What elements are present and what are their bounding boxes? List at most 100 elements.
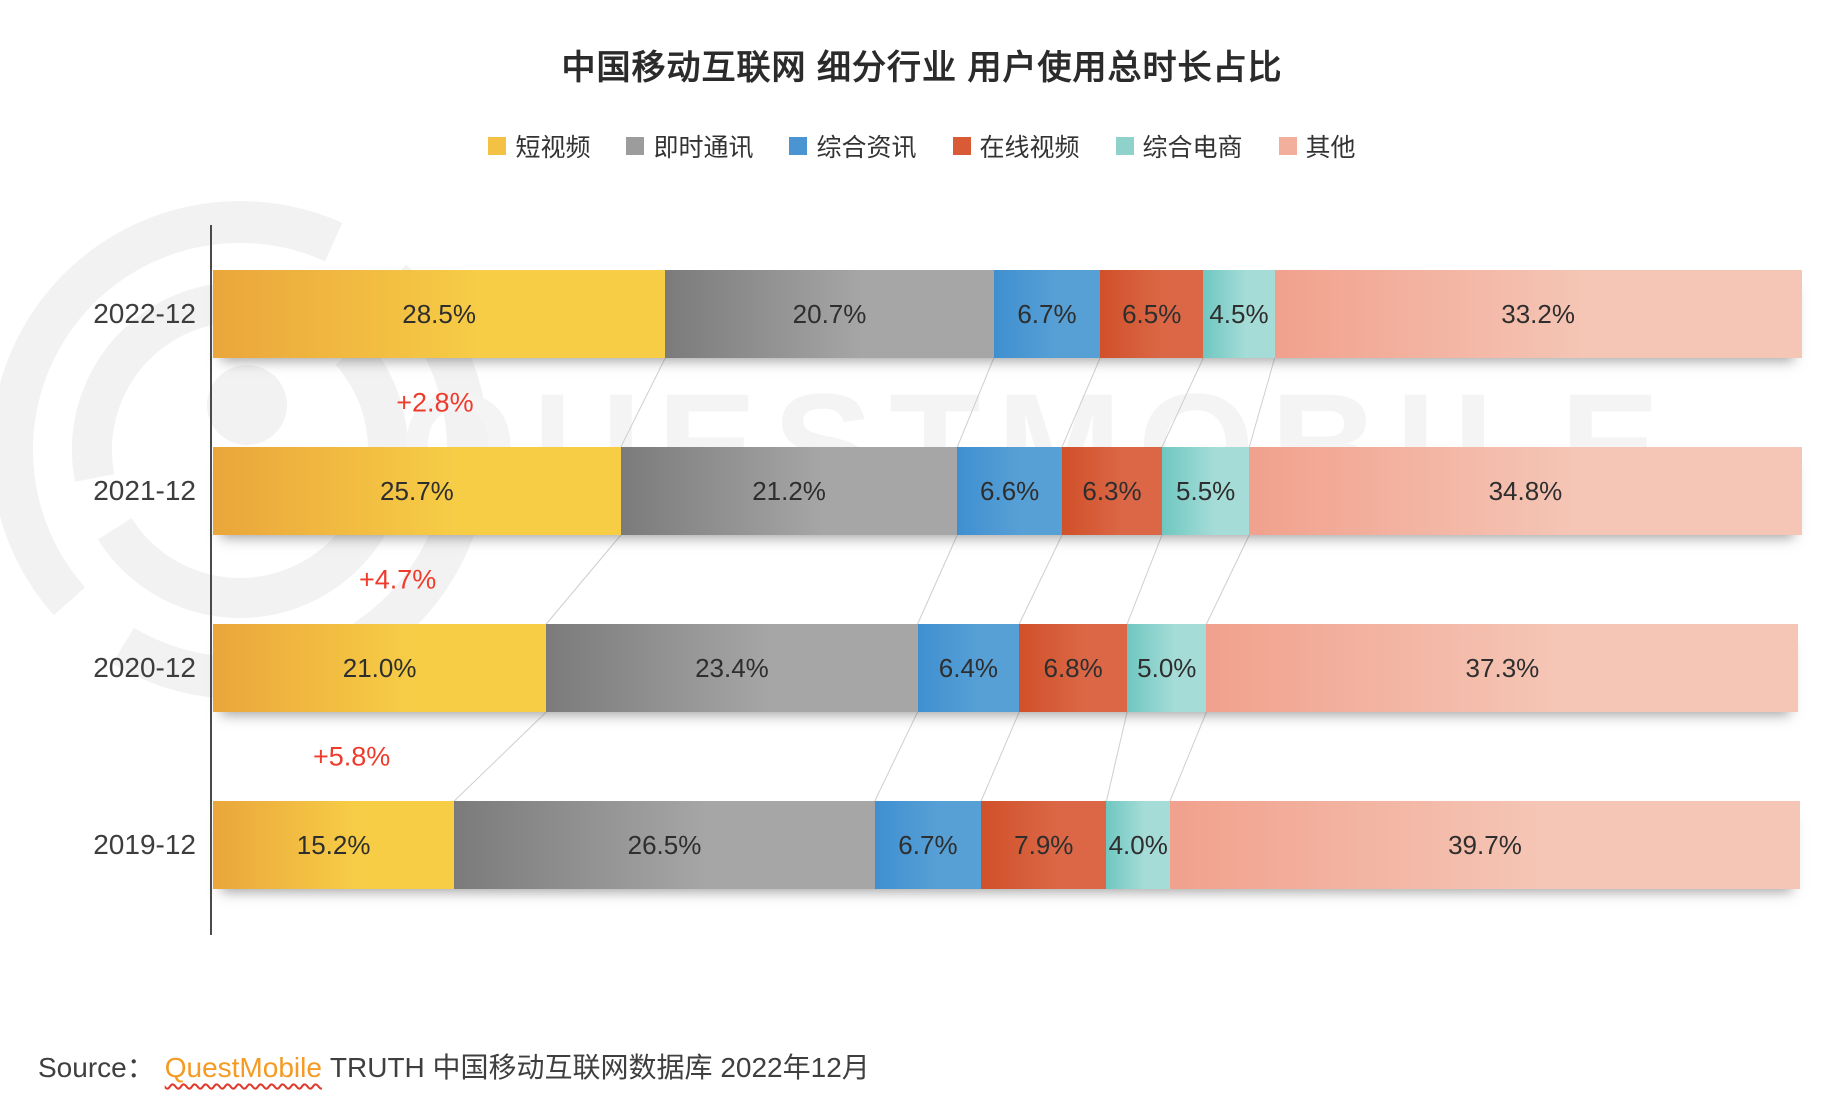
connector-line: [1169, 711, 1207, 802]
connector-line: [620, 357, 666, 448]
delta-annotation: +4.7%: [358, 564, 437, 594]
bar-row: 28.5% 20.7% 6.7% 6.5% 4.5% 33.2%: [213, 270, 1802, 358]
delta-annotation: +5.8%: [312, 741, 391, 771]
legend: 短视频 即时通讯 综合资讯 在线视频 综合电商 其他: [0, 128, 1844, 164]
segment-value-label: 6.6%: [980, 475, 1040, 506]
segment-value-label: 5.0%: [1137, 652, 1197, 683]
bar-segment-1: 26.5%: [454, 801, 875, 889]
bar-segment-3: 7.9%: [981, 801, 1107, 889]
bar-segment-0: 21.0%: [213, 624, 547, 712]
segment-value-label: 20.7%: [792, 298, 867, 329]
legend-swatch-icon: [952, 137, 971, 155]
bar-segment-4: 5.0%: [1127, 624, 1207, 712]
legend-swatch-icon: [1115, 137, 1134, 155]
connector-line: [956, 357, 995, 448]
segment-value-label: 23.4%: [695, 652, 769, 683]
bar-row: 21.0% 23.4% 6.4% 6.8% 5.0% 37.3%: [213, 624, 1799, 712]
bar-segment-5: 37.3%: [1206, 624, 1799, 712]
delta-annotation: +2.8%: [396, 387, 474, 417]
segment-value-label: 28.5%: [402, 298, 476, 329]
y-axis-line: [210, 225, 212, 935]
category-label: 2022-12: [93, 298, 196, 329]
segment-value-label: 21.2%: [752, 475, 826, 506]
segment-value-label: 6.8%: [1043, 652, 1103, 683]
bar-segment-2: 6.7%: [874, 801, 982, 889]
connector-line: [453, 711, 547, 802]
source-suffix: TRUTH 中国移动互联网数据库 2022年12月: [329, 1052, 870, 1083]
segment-value-label: 34.8%: [1488, 475, 1563, 506]
legend-label: 其他: [1305, 134, 1356, 162]
connector-line: [874, 711, 919, 802]
bar-segment-4: 4.5%: [1203, 270, 1275, 358]
connector-line: [980, 711, 1020, 802]
legend-label: 即时通讯: [653, 134, 754, 162]
segment-value-label: 37.3%: [1465, 652, 1540, 683]
bar-segment-4: 4.0%: [1106, 801, 1170, 889]
connector-line: [1126, 534, 1163, 625]
legend-item-3[interactable]: 在线视频: [952, 128, 1080, 164]
segment-value-label: 6.7%: [1017, 298, 1077, 329]
bar-segment-3: 6.3%: [1062, 447, 1162, 535]
segment-value-label: 25.7%: [380, 475, 454, 506]
bar-segment-3: 6.8%: [1019, 624, 1128, 712]
connector-line: [1248, 357, 1276, 448]
bar-segment-0: 25.7%: [213, 447, 621, 535]
connector-line: [1018, 534, 1063, 625]
segment-value-label: 4.0%: [1108, 829, 1168, 860]
bar-segment-2: 6.4%: [917, 624, 1020, 712]
bar-segment-4: 5.5%: [1162, 447, 1250, 535]
legend-item-5[interactable]: 其他: [1278, 128, 1356, 164]
legend-label: 在线视频: [979, 134, 1080, 162]
connector-line: [1105, 711, 1128, 802]
connector-line: [545, 534, 622, 625]
segment-value-label: 7.9%: [1014, 829, 1074, 860]
legend-item-4[interactable]: 综合电商: [1115, 128, 1243, 164]
segment-value-label: 15.2%: [296, 829, 371, 860]
category-label: 2020-12: [93, 652, 196, 683]
connector-line: [917, 534, 958, 625]
connector-line: [1161, 357, 1204, 448]
segment-value-label: 6.7%: [898, 829, 958, 860]
bar-segment-2: 6.6%: [957, 447, 1063, 535]
legend-swatch-icon: [488, 137, 507, 155]
bar-segment-5: 34.8%: [1249, 447, 1802, 535]
segment-value-label: 33.2%: [1501, 298, 1575, 329]
segment-value-label: 6.3%: [1082, 475, 1142, 506]
segment-value-label: 21.0%: [342, 652, 417, 683]
segment-value-label: 6.4%: [938, 652, 999, 683]
source-prefix: Source：: [38, 1052, 155, 1083]
bar-segment-1: 21.2%: [620, 447, 958, 535]
bar-segment-1: 23.4%: [546, 624, 918, 712]
bar-row: 15.2% 26.5% 6.7% 7.9% 4.0% 39.7%: [213, 801, 1800, 889]
source-line: Source： QuestMobile TRUTH 中国移动互联网数据库 2022年…: [38, 1046, 870, 1086]
bar-segment-0: 28.5%: [213, 270, 666, 358]
segment-value-label: 26.5%: [627, 829, 702, 860]
bar-segment-5: 33.2%: [1274, 270, 1802, 358]
legend-swatch-icon: [789, 137, 808, 155]
legend-label: 短视频: [515, 134, 591, 162]
connector-line: [1206, 534, 1250, 625]
segment-value-label: 4.5%: [1209, 298, 1269, 329]
bar-row: 25.7% 21.2% 6.6% 6.3% 5.5% 34.8%: [213, 447, 1802, 535]
bar-segment-3: 6.5%: [1100, 270, 1204, 358]
legend-swatch-icon: [1278, 137, 1297, 155]
bar-segment-5: 39.7%: [1169, 801, 1800, 889]
segment-value-label: 6.5%: [1122, 298, 1182, 329]
segment-value-label: 39.7%: [1448, 829, 1522, 860]
questmobile-link[interactable]: QuestMobile: [164, 1052, 322, 1083]
category-label: 2019-12: [93, 829, 196, 860]
connector-line: [1061, 357, 1101, 448]
legend-label: 综合电商: [1142, 134, 1243, 162]
bar-segment-0: 15.2%: [213, 801, 455, 889]
legend-item-2[interactable]: 综合资讯: [789, 128, 917, 164]
legend-item-1[interactable]: 即时通讯: [626, 128, 753, 164]
bar-segment-1: 20.7%: [665, 270, 994, 358]
segment-value-label: 5.5%: [1176, 475, 1236, 506]
bar-segment-2: 6.7%: [993, 270, 1101, 358]
category-label: 2021-12: [93, 475, 196, 506]
legend-item-0[interactable]: 短视频: [488, 128, 590, 164]
legend-label: 综合资讯: [816, 134, 917, 162]
